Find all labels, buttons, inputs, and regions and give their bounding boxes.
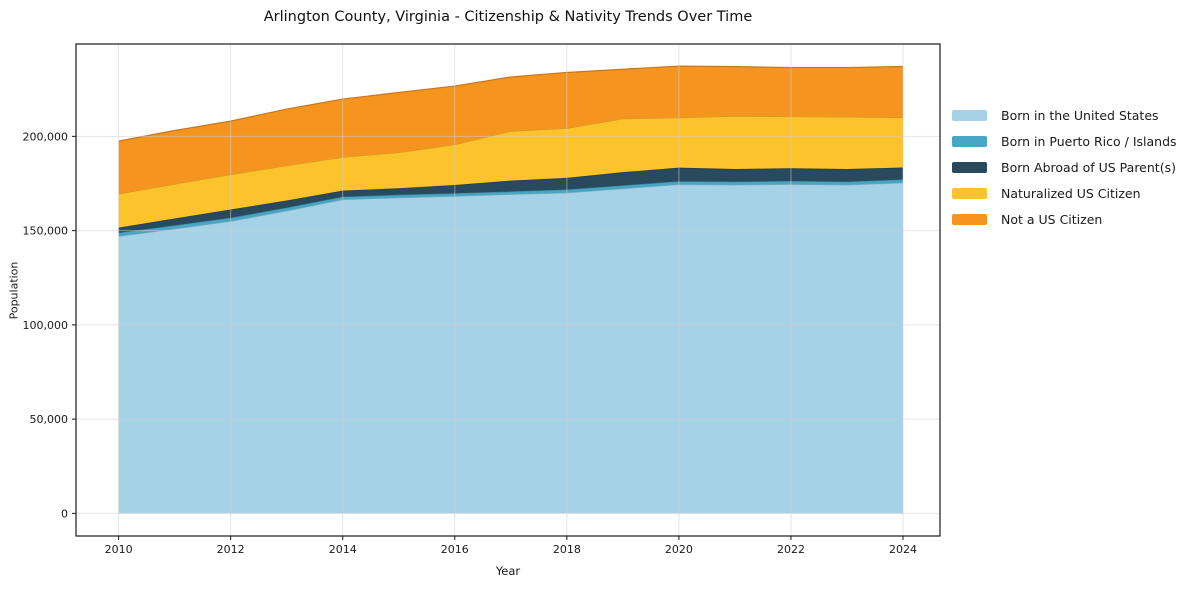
- legend-item: Naturalized US Citizen: [952, 180, 1177, 206]
- area-naturalized-us-citizen: [118, 116, 904, 228]
- x-axis-label: Year: [495, 564, 521, 578]
- axes-spines: [75, 43, 941, 537]
- legend: Born in the United States Born in Puerto …: [952, 102, 1177, 232]
- legend-label: Born in the United States: [1001, 107, 1159, 123]
- legend-item: Born in Puerto Rico / Islands: [952, 128, 1177, 154]
- x-tick-label: 2014: [329, 543, 357, 556]
- legend-swatch: [952, 213, 987, 225]
- legend-swatch: [952, 109, 987, 121]
- x-tick-label: 2022: [777, 543, 805, 556]
- legend-swatch: [952, 135, 987, 147]
- legend-item: Born in the United States: [952, 102, 1177, 128]
- chart-title: Arlington County, Virginia - Citizenship…: [263, 9, 753, 25]
- area-not-a-us-citizen: [118, 66, 904, 194]
- legend-swatch: [952, 187, 987, 199]
- y-tick-label: 150,000: [23, 225, 69, 238]
- x-tick-label: 2020: [665, 543, 693, 556]
- y-axis-label: Population: [7, 261, 21, 320]
- y-tick-label: 50,000: [30, 413, 69, 426]
- x-tick-label: 2010: [105, 543, 133, 556]
- x-tick-label: 2016: [441, 543, 469, 556]
- area-born-abroad-of-us-parent-s: [118, 167, 904, 233]
- legend-swatch: [952, 161, 987, 173]
- y-tick-label: 0: [61, 507, 68, 520]
- legend-label: Not a US Citizen: [1001, 211, 1103, 227]
- legend-item: Not a US Citizen: [952, 206, 1177, 232]
- area-born-in-the-united-states: [118, 182, 904, 514]
- x-tick-label: 2012: [217, 543, 245, 556]
- x-tick-label: 2024: [889, 543, 917, 556]
- y-tick-label: 100,000: [23, 319, 69, 332]
- y-tick-label: 200,000: [23, 130, 69, 143]
- legend-label: Born in Puerto Rico / Islands: [1001, 133, 1177, 149]
- legend-item: Born Abroad of US Parent(s): [952, 154, 1177, 180]
- edge-not-a-us-citizen: [118, 65, 904, 142]
- legend-label: Born Abroad of US Parent(s): [1001, 159, 1176, 175]
- x-tick-label: 2018: [553, 543, 581, 556]
- legend-label: Naturalized US Citizen: [1001, 185, 1141, 201]
